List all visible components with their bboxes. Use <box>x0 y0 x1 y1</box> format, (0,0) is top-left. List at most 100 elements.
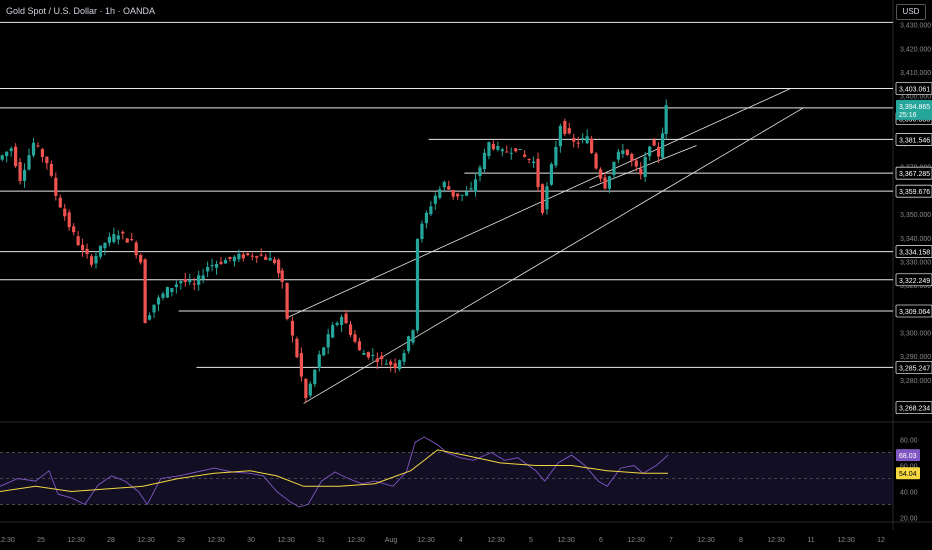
candle-body <box>156 297 161 305</box>
candle-body <box>174 284 178 288</box>
candle-body <box>375 358 379 362</box>
candle-body <box>648 146 652 157</box>
candle-body <box>384 363 388 365</box>
candle-body <box>116 235 120 240</box>
candle-body <box>331 325 335 338</box>
candle-body <box>415 238 420 331</box>
candle-body <box>664 105 668 134</box>
candle-body <box>206 266 210 272</box>
candle-body <box>18 161 22 182</box>
candle-body <box>192 283 196 285</box>
candle-body <box>94 255 98 264</box>
candle-body <box>161 293 165 298</box>
candle-body <box>576 142 580 144</box>
candle-body <box>228 256 232 259</box>
price-label-box <box>895 82 932 95</box>
candle-body <box>585 136 589 144</box>
candle-body <box>98 245 103 257</box>
candle-body <box>643 156 647 177</box>
current-price-label: 3,394.865 <box>899 104 930 111</box>
candle-body <box>313 369 317 385</box>
candle-body <box>411 330 415 343</box>
rsi-line <box>0 436 669 508</box>
candle-body <box>402 353 406 362</box>
candle-body <box>625 149 629 156</box>
candle-body <box>36 145 40 147</box>
x-tick-label: 6 <box>599 537 603 544</box>
current-price-box <box>896 99 932 120</box>
candle-body <box>54 177 58 196</box>
x-tick-label: 12:30 <box>417 537 435 544</box>
candle-body <box>76 236 80 246</box>
price-label-box <box>895 401 932 415</box>
x-tick-label: 12:30 <box>627 537 645 544</box>
candle-body <box>353 334 357 342</box>
price-label: 3,285.247 <box>899 365 930 372</box>
candle-body <box>558 125 562 147</box>
price-label: 3,390.383 <box>899 117 930 124</box>
price-label: 3,268.234 <box>899 406 930 413</box>
price-label: 3,309.064 <box>899 309 930 316</box>
candle-body <box>22 169 27 181</box>
currency-button[interactable]: USD <box>896 4 926 20</box>
candle-body <box>661 133 665 158</box>
price-label: 3,367.285 <box>899 171 930 178</box>
x-tick-label: 12:30 <box>837 537 855 544</box>
price-label-box <box>895 245 932 258</box>
candle-body <box>420 223 424 240</box>
x-tick-label: 29 <box>177 537 185 544</box>
candle-body <box>31 142 36 156</box>
candle-body <box>598 169 603 179</box>
candle-body <box>285 282 289 319</box>
x-tick-label: 12:30 <box>277 537 295 544</box>
price-label-box <box>895 133 932 146</box>
candle-body <box>179 280 183 284</box>
candle-body <box>433 195 437 204</box>
candle-body <box>246 253 250 256</box>
candle-body <box>197 275 201 285</box>
y-tick-label: 3,330.000 <box>900 259 931 266</box>
x-tick-label: 12:30 <box>767 537 785 544</box>
candle-body <box>442 181 446 188</box>
candle-body <box>85 248 89 255</box>
candle-body <box>380 355 384 360</box>
candle-body <box>299 353 303 377</box>
candle-body <box>362 353 366 355</box>
rsi-tick-label: 20.00 <box>900 515 918 522</box>
candle-body <box>280 270 284 282</box>
candle-body <box>514 148 518 152</box>
candle-body <box>40 149 45 157</box>
rsi-tick-label: 60.00 <box>900 464 918 471</box>
x-tick-label: 12:30 <box>487 537 505 544</box>
y-tick-label: 3,400.000 <box>900 94 931 101</box>
candle-body <box>67 212 71 228</box>
candle-body <box>482 152 487 170</box>
candle-body <box>531 161 536 163</box>
candle-body <box>250 255 254 257</box>
y-tick-label: 3,280.000 <box>900 378 931 385</box>
x-tick-label: 12:30 <box>207 537 225 544</box>
candle-body <box>237 253 241 260</box>
candle-body <box>241 254 245 259</box>
candle-body <box>612 161 616 176</box>
price-label-box <box>895 166 932 180</box>
symbol-title: Gold Spot / U.S. Dollar · 1h · OANDA <box>6 6 156 16</box>
candle-body <box>509 152 513 154</box>
candle-body <box>308 383 312 396</box>
x-tick-label: 5 <box>529 537 533 544</box>
x-tick-label: 12 <box>877 537 885 544</box>
candle-body <box>134 242 138 256</box>
candle-body <box>89 256 94 265</box>
candle-body <box>63 208 67 217</box>
candle-body <box>201 275 205 280</box>
candle-body <box>58 197 62 208</box>
candle-body <box>424 212 429 224</box>
candle-body <box>464 191 469 196</box>
candle-body <box>393 363 397 369</box>
x-tick-label: 12:30 <box>67 537 85 544</box>
candle-body <box>112 234 116 242</box>
candle-body <box>339 316 344 325</box>
candle-body <box>264 256 268 260</box>
candle-body <box>616 151 621 160</box>
